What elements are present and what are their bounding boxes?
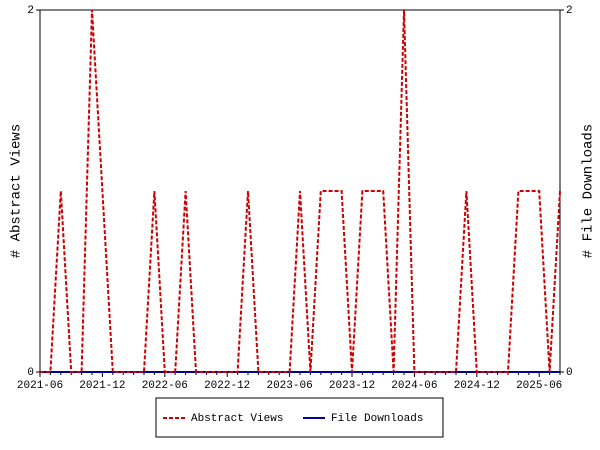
- y-axis-title: # Abstract Views: [9, 124, 25, 258]
- x-tick-label: 2021-06: [17, 380, 63, 392]
- y2-axis-title: # File Downloads: [581, 124, 597, 258]
- x-tick-label: 2024-12: [454, 380, 500, 392]
- x-tick-label: 2022-12: [204, 380, 250, 392]
- legend-label: File Downloads: [331, 413, 423, 425]
- y-tick-label: 0: [27, 367, 34, 379]
- legend-box: [155, 397, 444, 438]
- x-tick-label: 2023-06: [266, 380, 312, 392]
- x-tick-label: 2023-12: [329, 380, 375, 392]
- x-tick-label: 2021-12: [79, 380, 125, 392]
- x-tick-label: 2024-06: [391, 380, 437, 392]
- y-tick-label: 2: [27, 5, 34, 17]
- x-tick-label: 2022-06: [142, 380, 188, 392]
- x-tick-label: 2025-06: [516, 380, 562, 392]
- y2-tick-label: 2: [566, 5, 573, 17]
- legend-label: Abstract Views: [191, 413, 283, 425]
- series-line: [40, 9, 561, 373]
- y2-tick-label: 0: [566, 367, 573, 379]
